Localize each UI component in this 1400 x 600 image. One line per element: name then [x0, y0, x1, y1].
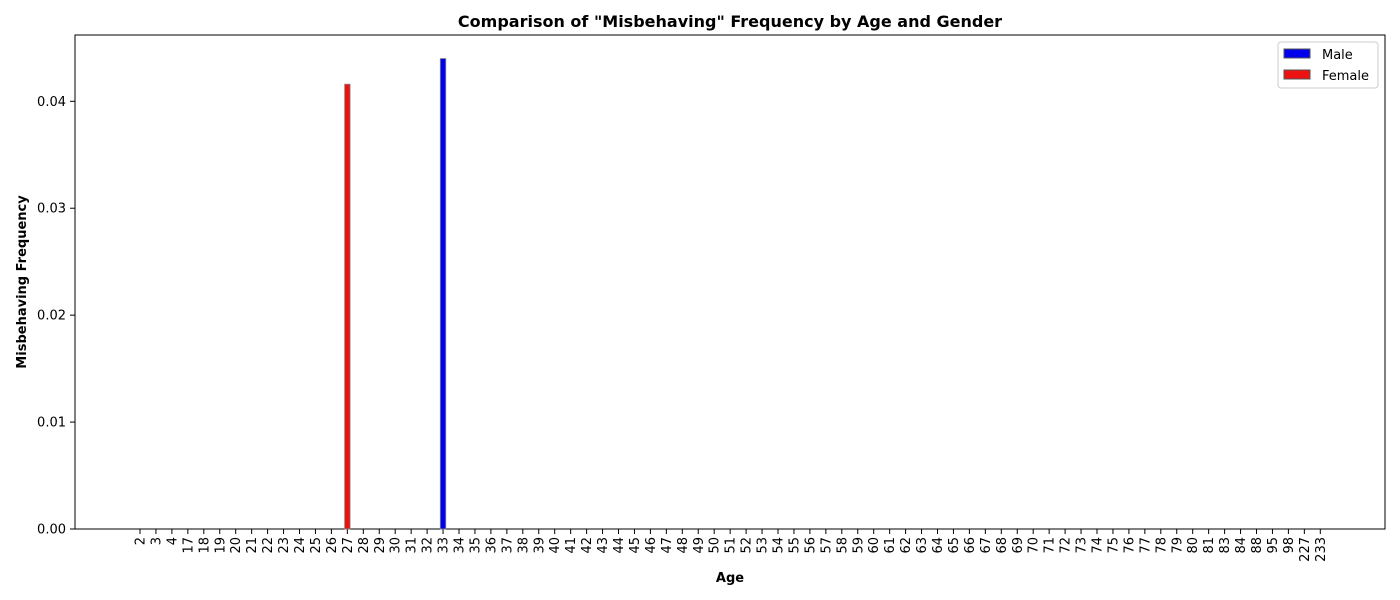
x-tick-label: 59: [851, 537, 866, 554]
x-tick-label: 64: [931, 537, 946, 554]
x-tick-label: 58: [835, 537, 850, 554]
x-tick-label: 49: [692, 537, 707, 554]
x-tick-label: 22: [261, 537, 276, 554]
bar-female-age-27: [344, 83, 351, 530]
x-tick-label: 2: [134, 537, 149, 545]
x-tick-label: 76: [1122, 537, 1137, 554]
x-tick-label: 56: [803, 537, 818, 554]
x-tick-label: 26: [325, 537, 340, 554]
x-tick-label: 38: [516, 537, 531, 554]
x-tick-label: 78: [1154, 537, 1169, 554]
x-tick-label: 57: [819, 537, 834, 554]
x-tick-label: 27: [341, 537, 356, 554]
x-tick-label: 83: [1218, 537, 1233, 554]
x-tick-label: 25: [309, 537, 324, 554]
x-tick-label: 23: [277, 537, 292, 554]
x-tick-label: 73: [1075, 537, 1090, 554]
legend-label-male: Male: [1322, 48, 1353, 63]
plot-area: [74, 34, 1386, 530]
x-tick-label: 46: [644, 537, 659, 554]
x-tick-label: 98: [1282, 537, 1297, 554]
x-axis-label: Age: [716, 571, 744, 586]
x-tick-label: 66: [963, 537, 978, 554]
x-tick-label: 61: [883, 537, 898, 554]
x-tick-label: 69: [1011, 537, 1026, 554]
x-tick-label: 4: [165, 537, 180, 545]
x-tick-label: 30: [389, 537, 404, 554]
x-tick-label: 45: [628, 537, 643, 554]
x-tick-label: 18: [197, 537, 212, 554]
x-tick-label: 29: [373, 537, 388, 554]
x-tick-label: 31: [405, 537, 420, 554]
x-tick-label: 88: [1250, 537, 1265, 554]
x-tick-label: 54: [772, 537, 787, 554]
x-tick-label: 60: [867, 537, 882, 554]
bar-male-age-33: [439, 58, 447, 530]
x-tick-label: 74: [1091, 537, 1106, 554]
x-tick-label: 53: [756, 537, 771, 554]
legend: Male Female: [1277, 41, 1379, 89]
bars: [344, 58, 447, 530]
chart-title: Comparison of "Misbehaving" Frequency by…: [458, 12, 1002, 31]
x-tick-label: 233: [1314, 537, 1329, 562]
x-tick-label: 77: [1138, 537, 1153, 554]
x-tick-label: 3: [149, 537, 164, 545]
x-tick-label: 40: [548, 537, 563, 554]
x-axis: 2 3 4 17 18 19 20 21 22 23 24 25 26 27 28 29 30 31 32 33 34 3…: [134, 529, 1329, 562]
x-tick-label: 67: [979, 537, 994, 554]
x-tick-label: 80: [1186, 537, 1201, 554]
y-tick-label: 0.04: [37, 95, 66, 110]
legend-swatch-female: [1283, 69, 1311, 80]
x-tick-label: 47: [660, 537, 675, 554]
x-tick-label: 68: [995, 537, 1010, 554]
x-tick-label: 24: [293, 537, 308, 554]
x-tick-label: 43: [596, 537, 611, 554]
x-tick-label: 75: [1106, 537, 1121, 554]
legend-swatch-male: [1283, 48, 1311, 59]
x-tick-label: 41: [564, 537, 579, 554]
x-tick-label: 19: [213, 537, 228, 554]
y-tick-label: 0.02: [37, 309, 66, 324]
x-tick-label: 34: [453, 537, 468, 554]
x-tick-label: 32: [421, 537, 436, 554]
y-axis-label: Misbehaving Frequency: [15, 195, 30, 369]
x-tick-label: 63: [915, 537, 930, 554]
x-tick-label: 36: [484, 537, 499, 554]
x-tick-label: 39: [532, 537, 547, 554]
x-tick-label: 62: [899, 537, 914, 554]
x-tick-label: 81: [1202, 537, 1217, 554]
x-tick-label: 48: [676, 537, 691, 554]
y-tick-label: 0.00: [37, 523, 66, 538]
x-tick-label: 33: [437, 537, 452, 554]
x-tick-label: 95: [1266, 537, 1281, 554]
x-tick-label: 52: [740, 537, 755, 554]
x-tick-label: 51: [724, 537, 739, 554]
x-tick-label: 37: [500, 537, 515, 554]
x-tick-label: 42: [580, 537, 595, 554]
y-tick-label: 0.01: [37, 416, 66, 431]
x-tick-label: 84: [1234, 537, 1249, 554]
x-tick-label: 70: [1027, 537, 1042, 554]
x-tick-label: 21: [245, 537, 260, 554]
x-tick-label: 28: [357, 537, 372, 554]
y-tick-label: 0.03: [37, 202, 66, 217]
x-tick-label: 227: [1298, 537, 1313, 562]
x-tick-label: 17: [181, 537, 196, 554]
x-tick-label: 72: [1059, 537, 1074, 554]
x-tick-label: 55: [787, 537, 802, 554]
x-tick-label: 35: [468, 537, 483, 554]
x-tick-label: 71: [1043, 537, 1058, 554]
x-tick-label: 20: [229, 537, 244, 554]
legend-label-female: Female: [1322, 69, 1369, 84]
y-axis: 0.00 0.01 0.02 0.03 0.04: [37, 95, 75, 538]
x-tick-label: 44: [612, 537, 627, 554]
x-tick-label: 79: [1170, 537, 1185, 554]
x-tick-label: 50: [708, 537, 723, 554]
x-tick-label: 65: [947, 537, 962, 554]
